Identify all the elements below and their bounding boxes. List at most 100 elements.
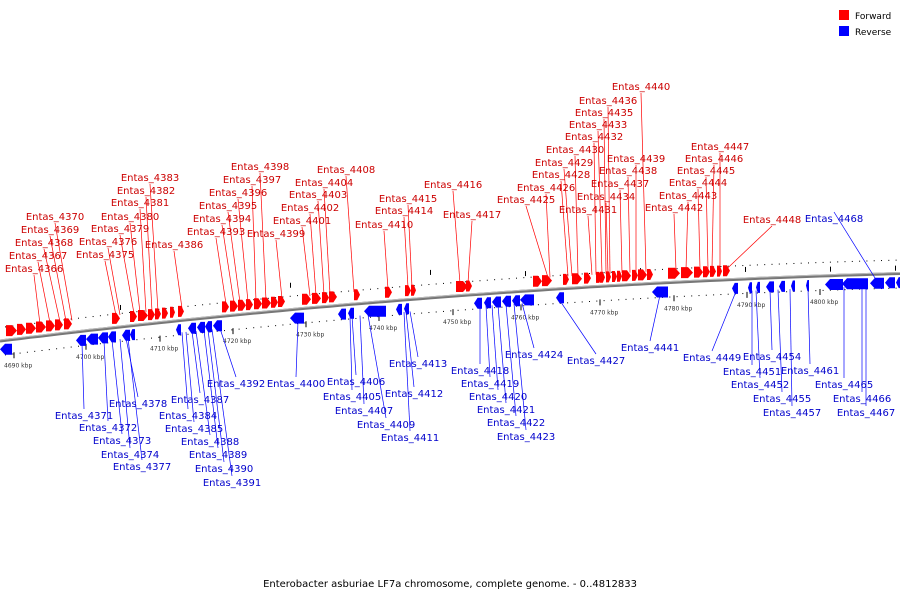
forward-gene[interactable] [612,271,617,282]
gene-label-entas-4413[interactable]: Entas_4413 [389,359,447,370]
forward-gene[interactable] [26,322,36,334]
gene-label-entas-4420[interactable]: Entas_4420 [469,392,527,403]
gene-label-entas-4467[interactable]: Entas_4467 [837,408,895,419]
gene-label-entas-4383[interactable]: Entas_4383 [121,173,179,184]
reverse-gene[interactable] [756,281,760,293]
forward-gene[interactable] [254,298,262,310]
reverse-gene[interactable] [98,332,108,344]
gene-label-entas-4387[interactable]: Entas_4387 [171,395,229,406]
gene-label-entas-4423[interactable]: Entas_4423 [497,432,555,443]
gene-label-entas-4455[interactable]: Entas_4455 [753,394,811,405]
gene-label-entas-4441[interactable]: Entas_4441 [621,343,679,354]
gene-label-entas-4428[interactable]: Entas_4428 [532,170,590,181]
forward-gene[interactable] [717,265,722,277]
reverse-gene[interactable] [213,320,222,332]
forward-gene[interactable] [632,269,638,281]
reverse-gene[interactable] [766,281,774,293]
gene-label-entas-4390[interactable]: Entas_4390 [195,464,253,475]
forward-gene[interactable] [542,275,552,287]
gene-label-entas-4457[interactable]: Entas_4457 [763,408,821,419]
gene-label-entas-4439[interactable]: Entas_4439 [607,154,665,165]
forward-gene[interactable] [405,285,411,297]
reverse-gene[interactable] [779,280,785,292]
forward-gene[interactable] [64,318,72,330]
gene-label-entas-4398[interactable]: Entas_4398 [231,162,289,173]
gene-label-entas-4436[interactable]: Entas_4436 [579,96,637,107]
gene-label-entas-4449[interactable]: Entas_4449 [683,353,741,364]
reverse-gene[interactable] [556,292,564,304]
gene-label-entas-4396[interactable]: Entas_4396 [209,188,267,199]
gene-label-entas-4367[interactable]: Entas_4367 [9,251,67,262]
forward-gene[interactable] [302,293,311,305]
gene-label-entas-4452[interactable]: Entas_4452 [731,380,789,391]
gene-label-entas-4402[interactable]: Entas_4402 [281,203,339,214]
gene-label-entas-4397[interactable]: Entas_4397 [223,175,281,186]
forward-gene[interactable] [456,281,468,292]
gene-label-entas-4378[interactable]: Entas_4378 [109,399,167,410]
gene-label-entas-4414[interactable]: Entas_4414 [375,206,433,217]
reverse-gene[interactable] [732,282,738,294]
reverse-gene[interactable] [484,297,491,309]
gene-label-entas-4377[interactable]: Entas_4377 [113,462,171,473]
forward-gene[interactable] [138,310,148,321]
forward-gene[interactable] [130,311,137,322]
reverse-gene[interactable] [870,277,884,289]
forward-gene[interactable] [162,307,168,319]
gene-label-entas-4461[interactable]: Entas_4461 [781,366,839,377]
gene-label-entas-4434[interactable]: Entas_4434 [577,192,635,203]
forward-gene[interactable] [647,269,653,280]
gene-label-entas-4382[interactable]: Entas_4382 [117,186,175,197]
reverse-gene[interactable] [338,308,346,320]
gene-label-entas-4380[interactable]: Entas_4380 [101,212,159,223]
gene-label-entas-4446[interactable]: Entas_4446 [685,154,743,165]
reverse-gene[interactable] [364,305,386,317]
gene-label-entas-4372[interactable]: Entas_4372 [79,423,137,434]
gene-label-entas-4394[interactable]: Entas_4394 [193,214,251,225]
forward-gene[interactable] [354,289,360,301]
gene-label-entas-4417[interactable]: Entas_4417 [443,210,501,221]
gene-label-entas-4440[interactable]: Entas_4440 [612,82,670,93]
forward-gene[interactable] [600,271,605,283]
forward-gene[interactable] [710,265,716,277]
gene-label-entas-4407[interactable]: Entas_4407 [335,406,393,417]
reverse-gene[interactable] [474,297,482,309]
gene-label-entas-4421[interactable]: Entas_4421 [477,405,535,416]
gene-label-entas-4366[interactable]: Entas_4366 [5,264,63,275]
reverse-gene[interactable] [76,334,86,346]
forward-gene[interactable] [222,301,229,313]
reverse-gene[interactable] [492,296,501,308]
gene-label-entas-4404[interactable]: Entas_4404 [295,178,353,189]
forward-gene[interactable] [584,272,591,284]
gene-label-entas-4448[interactable]: Entas_4448 [743,215,801,226]
gene-label-entas-4447[interactable]: Entas_4447 [691,142,749,153]
gene-label-entas-4416[interactable]: Entas_4416 [424,180,482,191]
gene-label-entas-4431[interactable]: Entas_4431 [559,205,617,216]
reverse-gene[interactable] [885,277,895,289]
gene-label-entas-4419[interactable]: Entas_4419 [461,379,519,390]
gene-label-entas-4412[interactable]: Entas_4412 [385,389,443,400]
forward-gene[interactable] [271,296,278,308]
gene-label-entas-4451[interactable]: Entas_4451 [723,367,781,378]
reverse-gene[interactable] [348,307,354,319]
reverse-gene[interactable] [0,343,12,355]
reverse-gene[interactable] [652,286,668,298]
forward-gene[interactable] [6,325,17,337]
gene-label-entas-4468[interactable]: Entas_4468 [805,214,863,225]
gene-label-entas-4444[interactable]: Entas_4444 [669,178,727,189]
gene-label-entas-4415[interactable]: Entas_4415 [379,194,437,205]
reverse-gene[interactable] [122,329,130,341]
forward-gene[interactable] [17,323,26,335]
forward-gene[interactable] [617,270,622,282]
forward-gene[interactable] [55,319,63,331]
gene-label-entas-4375[interactable]: Entas_4375 [76,250,134,261]
gene-label-entas-4443[interactable]: Entas_4443 [659,191,717,202]
reverse-gene[interactable] [502,295,511,307]
reverse-gene[interactable] [176,324,181,336]
forward-gene[interactable] [622,270,631,282]
gene-label-entas-4430[interactable]: Entas_4430 [546,145,604,156]
forward-gene[interactable] [694,266,703,278]
gene-label-entas-4454[interactable]: Entas_4454 [743,352,801,363]
forward-gene[interactable] [246,299,253,311]
forward-gene[interactable] [262,297,271,309]
forward-gene[interactable] [668,267,680,279]
